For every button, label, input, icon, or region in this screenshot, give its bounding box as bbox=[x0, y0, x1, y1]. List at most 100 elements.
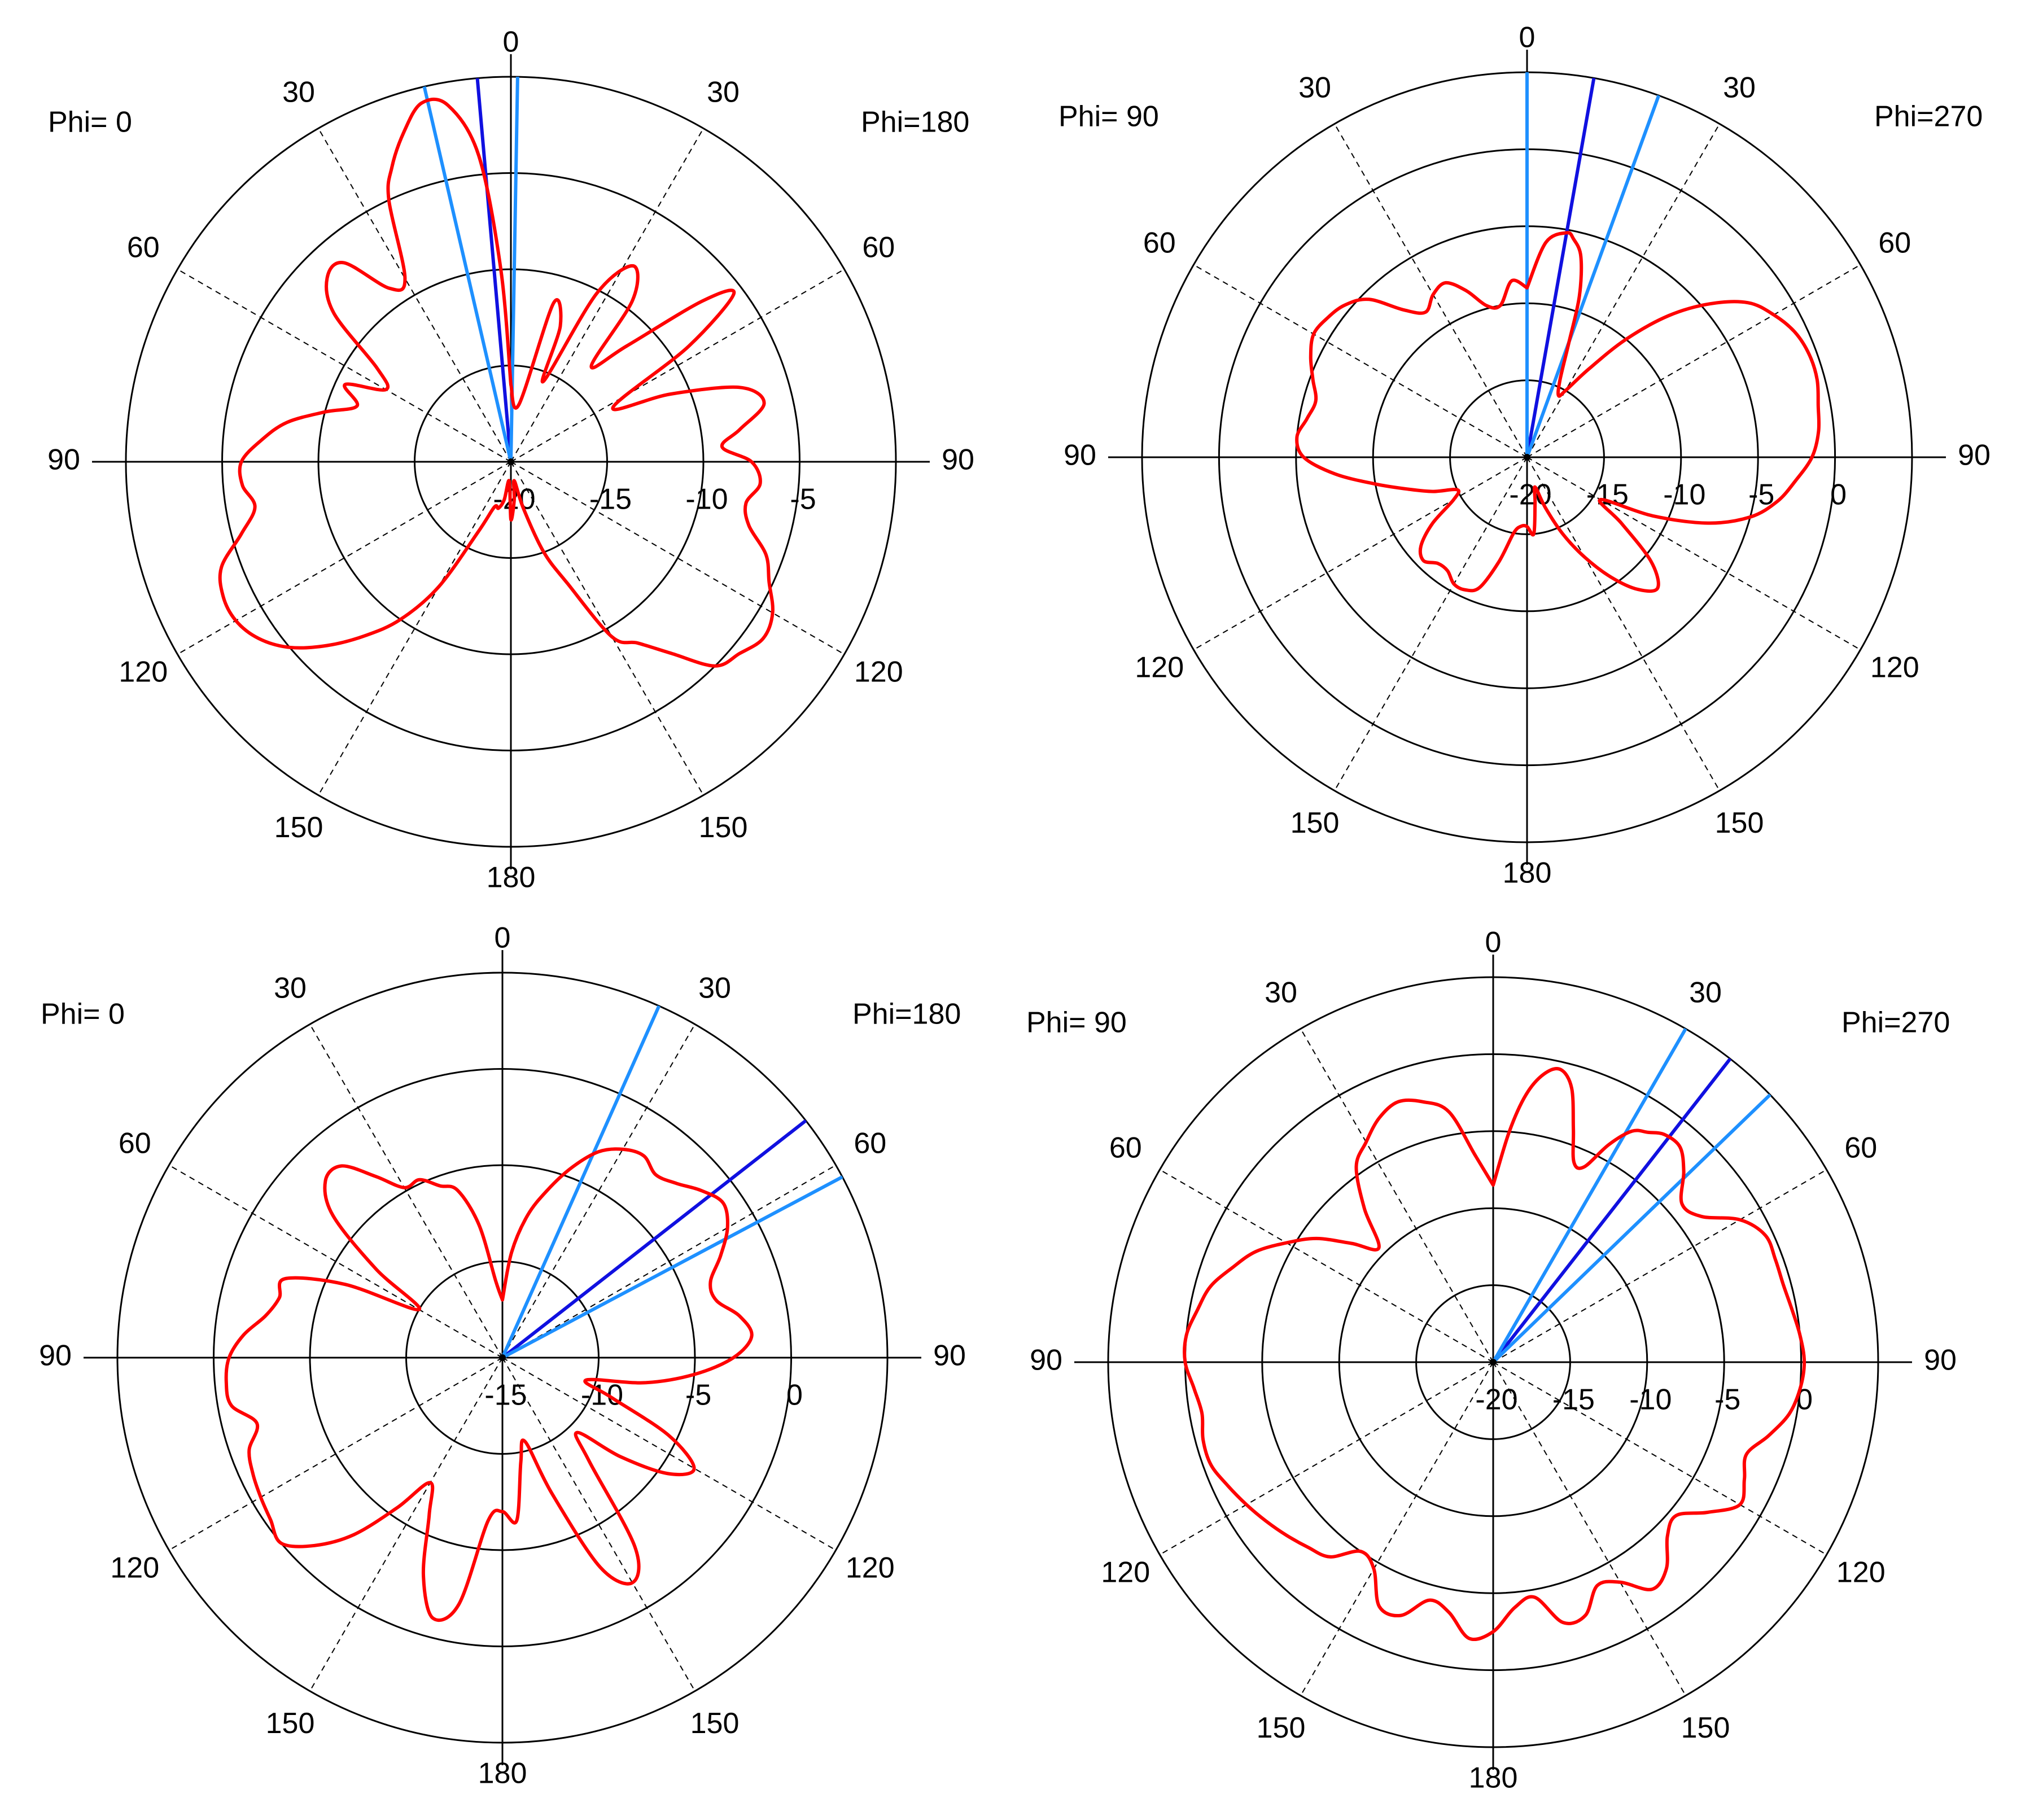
radial-tick-label: -15 bbox=[589, 483, 632, 516]
beam-edge-line bbox=[501, 1005, 661, 1359]
beam-edge-line bbox=[422, 86, 513, 462]
origin-marker bbox=[508, 458, 514, 465]
angle-label: 120 bbox=[854, 656, 903, 689]
spoke-line bbox=[1526, 264, 1861, 458]
spoke-line bbox=[1493, 1362, 1686, 1696]
spoke-line bbox=[1526, 123, 1720, 458]
spoke-line bbox=[1526, 457, 1861, 650]
angle-label: 60 bbox=[1109, 1132, 1142, 1165]
beam-center-line bbox=[475, 78, 513, 462]
radial-tick-label: -10 bbox=[1663, 479, 1705, 511]
angle-label: 90 bbox=[1064, 439, 1096, 472]
angle-label: 120 bbox=[1135, 651, 1184, 684]
beam-center-line bbox=[1525, 77, 1596, 458]
origin-marker bbox=[499, 1354, 506, 1361]
spoke-line bbox=[168, 1165, 503, 1358]
angle-label: 30 bbox=[274, 972, 307, 1004]
origin-marker bbox=[1524, 454, 1530, 461]
angle-label: 180 bbox=[1469, 1762, 1518, 1795]
phi-left-label: Phi= 0 bbox=[48, 106, 132, 139]
radial-tick-label: -20 bbox=[1475, 1384, 1517, 1416]
spoke-line bbox=[510, 461, 704, 796]
radial-tick-label: -15 bbox=[1552, 1384, 1595, 1416]
angle-label: 30 bbox=[1265, 976, 1297, 1009]
angle-label: 120 bbox=[846, 1552, 895, 1585]
spoke-line bbox=[1526, 457, 1720, 791]
angle-label: 120 bbox=[119, 656, 168, 689]
spoke-line bbox=[1159, 1169, 1494, 1363]
radial-tick-label: -5 bbox=[1714, 1384, 1740, 1416]
phi-right-label: Phi=180 bbox=[861, 106, 969, 139]
beam-center-line bbox=[501, 1119, 807, 1359]
origin-marker bbox=[1490, 1359, 1497, 1366]
phi-left-label: Phi= 90 bbox=[1026, 1007, 1127, 1039]
angle-label: 150 bbox=[266, 1707, 315, 1740]
spoke-line bbox=[1493, 1169, 1827, 1363]
spoke-line bbox=[1193, 264, 1528, 458]
radial-tick-label: -5 bbox=[790, 483, 816, 516]
angle-label: 60 bbox=[1878, 227, 1911, 260]
angle-label: 0 bbox=[1485, 926, 1502, 959]
phi-left-label: Phi= 90 bbox=[1058, 100, 1159, 133]
radiation-pattern-curve bbox=[1183, 1067, 1806, 1642]
radial-tick-label: -15 bbox=[484, 1379, 527, 1412]
phi-right-label: Phi=180 bbox=[852, 998, 961, 1031]
angle-label: 90 bbox=[1958, 439, 1991, 472]
spoke-line bbox=[177, 269, 511, 462]
radiation-pattern-curve bbox=[224, 1147, 754, 1622]
spoke-line bbox=[177, 461, 511, 655]
spoke-line bbox=[502, 1165, 837, 1358]
spoke-line bbox=[1493, 1362, 1827, 1555]
angle-label: 30 bbox=[1298, 71, 1331, 104]
angle-label: 150 bbox=[274, 811, 323, 844]
angle-label: 90 bbox=[942, 444, 974, 476]
angle-label: 90 bbox=[1924, 1344, 1957, 1377]
spoke-line bbox=[1300, 1362, 1494, 1696]
spoke-line bbox=[510, 461, 845, 655]
angle-label: 180 bbox=[1503, 857, 1552, 890]
radial-tick-label: -10 bbox=[1629, 1384, 1672, 1416]
beam-edge-line bbox=[501, 1175, 843, 1359]
angle-label: 60 bbox=[1143, 227, 1176, 260]
angle-label: 30 bbox=[1689, 976, 1722, 1009]
angle-label: 90 bbox=[39, 1340, 72, 1372]
angle-label: 0 bbox=[1519, 21, 1536, 54]
angle-label: 150 bbox=[1681, 1712, 1730, 1744]
spoke-line bbox=[1334, 123, 1528, 458]
angle-label: 30 bbox=[698, 972, 731, 1004]
angle-label: 90 bbox=[47, 444, 80, 476]
angle-label: 150 bbox=[699, 811, 748, 844]
beam-center-line bbox=[1491, 1057, 1732, 1363]
angle-label: 120 bbox=[1836, 1556, 1886, 1589]
angle-label: 30 bbox=[1723, 71, 1756, 104]
spoke-line bbox=[1159, 1362, 1494, 1555]
spoke-line bbox=[309, 1357, 503, 1692]
spoke-line bbox=[318, 128, 511, 462]
angle-label: 150 bbox=[690, 1707, 740, 1740]
beam-edge-line bbox=[1491, 1027, 1687, 1363]
spoke-line bbox=[1334, 457, 1528, 791]
radial-tick-label: 0 bbox=[786, 1379, 803, 1412]
angle-label: 0 bbox=[495, 922, 511, 955]
spoke-line bbox=[309, 1023, 503, 1358]
angle-label: 120 bbox=[110, 1552, 159, 1585]
angle-label: 90 bbox=[1030, 1344, 1062, 1377]
radiation-pattern-curve bbox=[1295, 231, 1821, 593]
angle-label: 60 bbox=[854, 1127, 886, 1160]
beam-edge-line bbox=[1525, 95, 1661, 458]
spoke-line bbox=[168, 1357, 503, 1551]
angle-label: 180 bbox=[487, 861, 536, 894]
phi-left-label: Phi= 0 bbox=[41, 998, 125, 1031]
radiation-pattern-curve bbox=[218, 97, 775, 668]
angle-label: 90 bbox=[933, 1340, 966, 1372]
spoke-line bbox=[1193, 457, 1528, 650]
phi-right-label: Phi=270 bbox=[1841, 1007, 1950, 1039]
angle-label: 180 bbox=[478, 1757, 527, 1790]
angle-label: 60 bbox=[127, 231, 160, 264]
spoke-line bbox=[510, 269, 845, 462]
spoke-line bbox=[318, 461, 511, 796]
